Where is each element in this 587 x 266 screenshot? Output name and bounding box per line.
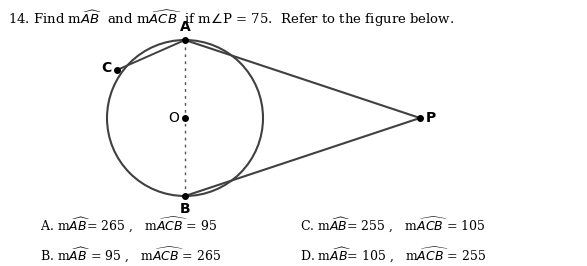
Text: A. m$\widehat{AB}$= 265 ,   m$\widehat{ACB}$ = 95: A. m$\widehat{AB}$= 265 , m$\widehat{ACB… <box>40 215 217 234</box>
Text: A: A <box>180 20 190 34</box>
Text: O: O <box>168 111 179 125</box>
Text: B. m$\widehat{AB}$ = 95 ,   m$\widehat{ACB}$ = 265: B. m$\widehat{AB}$ = 95 , m$\widehat{ACB… <box>40 245 221 264</box>
Text: P: P <box>426 111 436 125</box>
Text: C. m$\widehat{AB}$= 255 ,   m$\widehat{ACB}$ = 105: C. m$\widehat{AB}$= 255 , m$\widehat{ACB… <box>300 215 485 234</box>
Text: 14. Find m$\widehat{AB}$  and m$\widehat{ACB}$  if m$\angle$P = 75.  Refer to th: 14. Find m$\widehat{AB}$ and m$\widehat{… <box>8 8 454 28</box>
Text: D. m$\widehat{AB}$= 105 ,   m$\widehat{ACB}$ = 255: D. m$\widehat{AB}$= 105 , m$\widehat{ACB… <box>300 245 486 264</box>
Text: B: B <box>180 202 190 216</box>
Text: C: C <box>101 61 111 75</box>
